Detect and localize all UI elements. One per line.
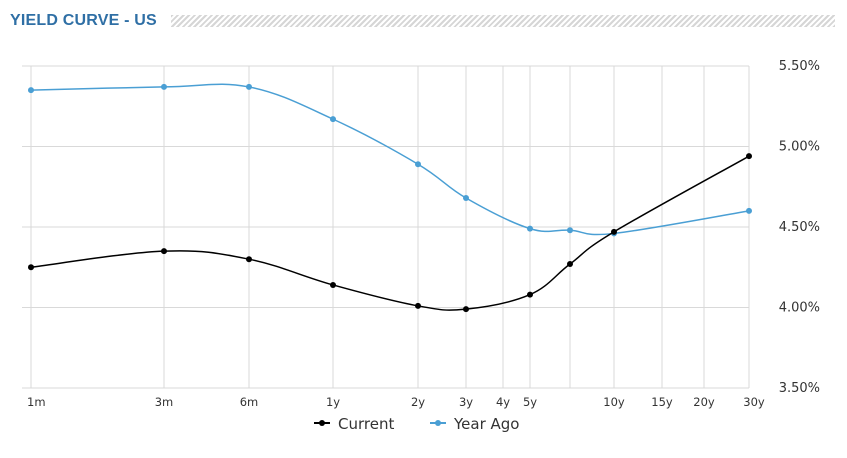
series-current [28, 153, 752, 313]
data-point-current[interactable] [161, 248, 167, 255]
x-tick-label: 2y [411, 395, 425, 409]
data-point-current[interactable] [415, 302, 421, 309]
data-point-current[interactable] [330, 281, 336, 288]
data-point-current[interactable] [567, 261, 573, 268]
data-point-current[interactable] [463, 306, 469, 313]
series-year-ago [28, 83, 752, 237]
data-point-year-ago[interactable] [527, 225, 533, 232]
x-tick-label: 1m [27, 395, 46, 409]
series-layer [28, 83, 752, 313]
x-tick-label: 15y [651, 395, 673, 409]
x-tick-label: 1y [326, 395, 340, 409]
x-tick-label: 3y [459, 395, 473, 409]
x-tick-label: 20y [693, 395, 715, 409]
data-point-year-ago[interactable] [161, 83, 167, 90]
y-gridlines [22, 65, 749, 389]
legend-item-year-ago[interactable]: Year Ago [430, 415, 520, 433]
data-point-year-ago[interactable] [746, 207, 752, 214]
y-tick-label: 5.50% [779, 59, 820, 74]
data-point-year-ago[interactable] [463, 195, 469, 202]
series-line-current [30, 155, 750, 311]
y-tick-label: 4.00% [779, 301, 820, 316]
chart-title: YIELD CURVE - US [10, 12, 157, 29]
legend-label: Current [338, 415, 394, 433]
x-axis-tick-labels: 1m 3m 6m 1y 2y 3y 4y 5y 10y 15y 20y 30y [27, 395, 765, 409]
data-point-year-ago[interactable] [567, 227, 573, 234]
data-point-year-ago[interactable] [415, 161, 421, 168]
x-tick-label: 30y [743, 395, 765, 409]
data-point-year-ago[interactable] [246, 83, 252, 90]
widget-header: YIELD CURVE - US [10, 8, 835, 34]
x-tick-label: 10y [603, 395, 625, 409]
y-tick-label: 5.00% [779, 140, 820, 155]
data-point-current[interactable] [246, 256, 252, 263]
y-tick-label: 4.50% [779, 220, 820, 235]
legend-item-current[interactable]: Current [314, 415, 394, 433]
legend-label: Year Ago [453, 415, 520, 433]
y-tick-label: 3.50% [779, 381, 820, 396]
data-point-current[interactable] [611, 228, 617, 235]
x-tick-label: 3m [155, 395, 174, 409]
series-line-year-ago [30, 83, 750, 236]
x-tick-label: 6m [240, 395, 259, 409]
x-tick-label: 5y [523, 395, 537, 409]
data-point-current[interactable] [28, 264, 34, 271]
data-point-current[interactable] [527, 291, 533, 298]
data-point-year-ago[interactable] [330, 116, 336, 123]
legend[interactable]: Current Year Ago [314, 415, 520, 433]
header-hatch-divider [170, 15, 835, 27]
data-point-year-ago[interactable] [28, 87, 34, 94]
y-axis-tick-labels: 5.50% 5.00% 4.50% 4.00% 3.50% [779, 59, 820, 396]
legend-swatch-marker [319, 420, 325, 426]
legend-swatch-marker [435, 420, 441, 426]
x-tick-label: 4y [496, 395, 510, 409]
data-point-current[interactable] [746, 153, 752, 160]
